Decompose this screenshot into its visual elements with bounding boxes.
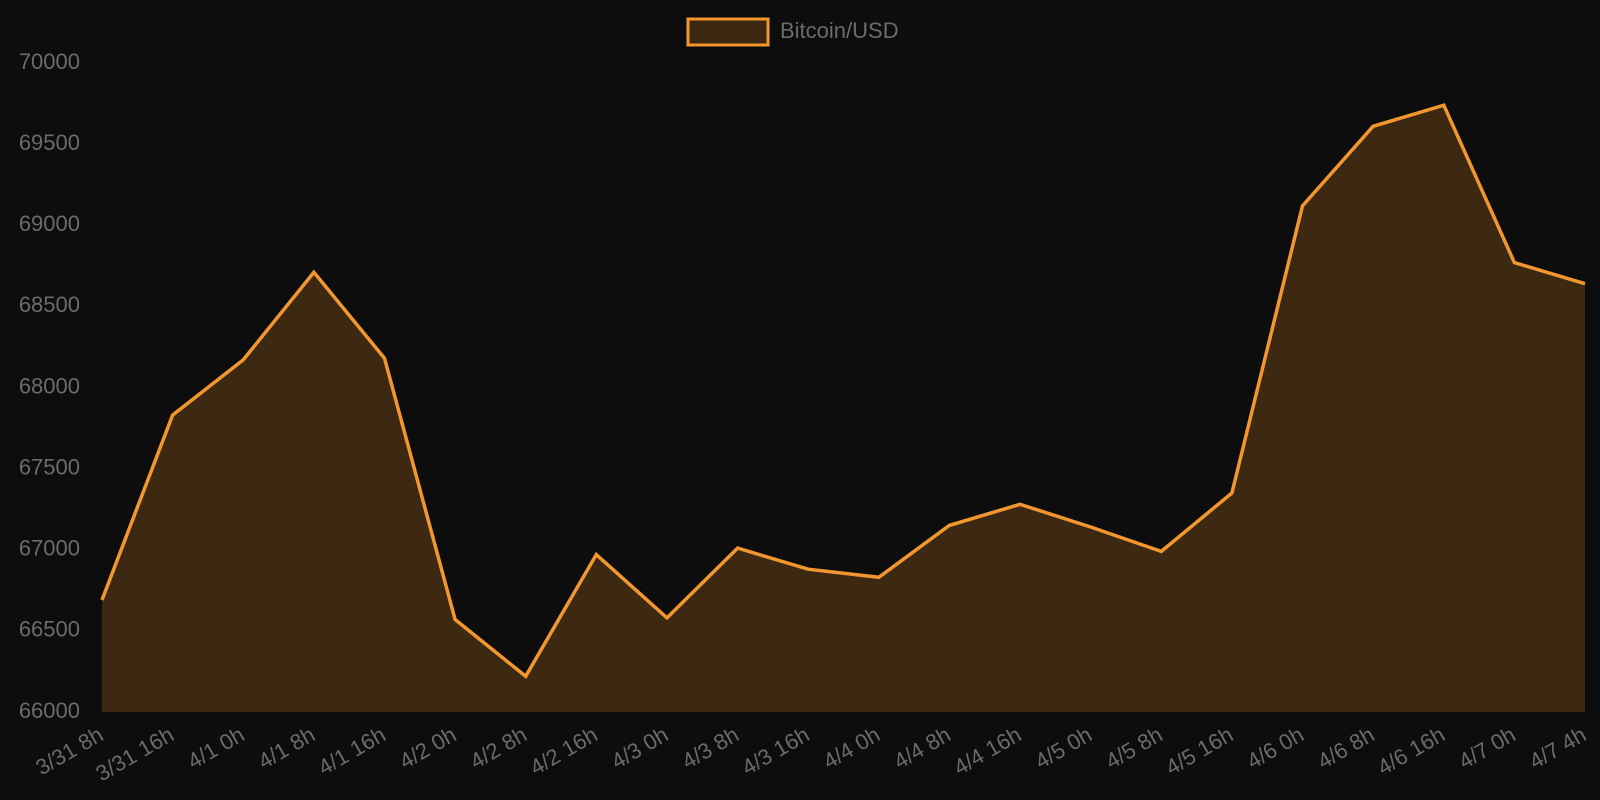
line xyxy=(100,103,1586,679)
y-tick-label: 67500 xyxy=(19,454,80,479)
y-tick-label: 69500 xyxy=(19,130,80,155)
y-tick-label: 66500 xyxy=(19,617,80,642)
y-tick-label: 68000 xyxy=(19,373,80,398)
legend-label[interactable]: Bitcoin/USD xyxy=(780,18,899,43)
y-tick-label: 68500 xyxy=(19,292,80,317)
y-tick-label: 67000 xyxy=(19,536,80,561)
y-tick-label: 69000 xyxy=(19,211,80,236)
legend-swatch[interactable] xyxy=(686,17,770,47)
y-tick-label: 70000 xyxy=(19,49,80,74)
area xyxy=(102,105,1585,712)
y-tick-label: 66000 xyxy=(19,698,80,723)
